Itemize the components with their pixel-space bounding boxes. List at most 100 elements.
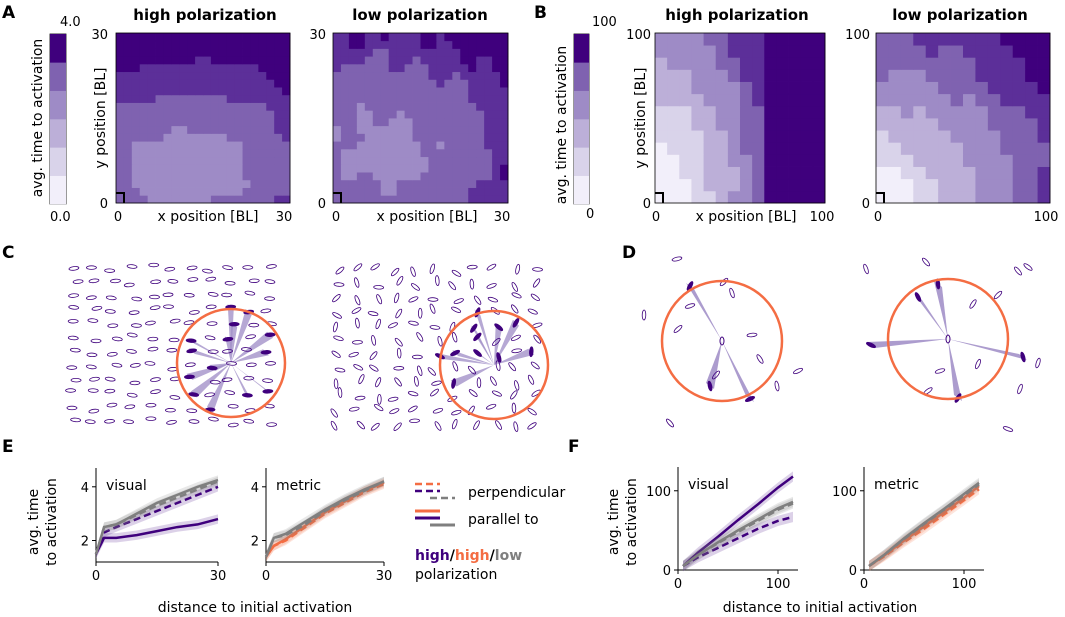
heatmap-cell (195, 40, 204, 49)
fish-agent (408, 296, 419, 303)
heatmap-cell (404, 195, 413, 204)
fish-agent (934, 368, 946, 374)
heatmap-cell (420, 156, 429, 165)
heatmap-cell (436, 187, 445, 196)
heatmap-cell (444, 94, 453, 103)
heatmap-cell (975, 166, 989, 180)
panel-f-ylabel-line1: avg. time (606, 489, 622, 555)
fish-agent (145, 320, 156, 326)
heatmap-cell (266, 94, 275, 103)
heatmap-cell (195, 118, 204, 127)
fish-agent (387, 322, 398, 329)
heatmap-cell (727, 118, 741, 131)
fish-agent (248, 278, 260, 283)
fish-agent (531, 389, 541, 397)
heatmap-cell (282, 40, 291, 49)
heatmap-cell (752, 166, 765, 180)
heatmap-cell (655, 154, 668, 167)
heatmap-cell (333, 133, 342, 142)
heatmap-cell (380, 110, 390, 119)
heatmap-cell (274, 79, 283, 88)
heatmap-cell (250, 87, 259, 96)
heatmap-cell (428, 187, 437, 196)
heatmap-cell (163, 187, 172, 196)
heatmap-cell (950, 118, 964, 131)
fish-agent (367, 311, 379, 317)
heatmap-cell (179, 71, 188, 80)
heatmap-cell (788, 118, 802, 131)
heatmap-cell (266, 63, 275, 73)
heatmap-cell (348, 56, 358, 65)
fish-agent (163, 304, 174, 309)
fish-agent (332, 321, 338, 333)
heatmap-cell (348, 195, 358, 204)
heatmap-cell (1012, 93, 1026, 107)
heatmap-cell (282, 48, 291, 57)
heatmap-cell (139, 71, 149, 80)
heatmap-cell (500, 195, 509, 204)
heatmap-cell (372, 79, 382, 88)
heatmap-cell (764, 190, 777, 204)
heatmap-cell (667, 81, 680, 95)
heatmap-cell (187, 71, 196, 80)
heatmap-cell (740, 45, 753, 58)
fish-agent (529, 346, 534, 358)
heatmap-cell (484, 79, 493, 88)
heatmap-cell (800, 69, 814, 82)
heatmap-cell (356, 40, 366, 49)
heatmap-cell (396, 87, 405, 96)
heatmap-cell (691, 166, 704, 180)
heatmap-cell (655, 93, 668, 107)
heatmap-cell (776, 190, 789, 204)
heatmap-cell (226, 118, 236, 127)
heatmap-cell (139, 87, 149, 96)
heatmap-cell (925, 166, 939, 180)
heatmap-cell (1012, 33, 1026, 46)
heatmap-cell (234, 125, 243, 134)
heatmap-cell (356, 172, 366, 181)
heatmap-cell (420, 94, 429, 103)
activation-ray (231, 331, 274, 363)
heatmap-cell (1037, 33, 1051, 46)
heatmap-b-high-xtick-right: 100 (810, 210, 835, 225)
heatmap-cell (356, 87, 366, 96)
fish-agent (387, 396, 399, 402)
fish-agent (452, 361, 459, 372)
fish-agent (88, 278, 100, 284)
heatmap-cell (187, 148, 196, 158)
heatmap-cell (727, 33, 741, 46)
heatmap-cell (116, 195, 125, 204)
heatmap-cell (116, 40, 125, 49)
heatmap-cell (691, 69, 704, 82)
heatmap-b-high-xtick-left: 0 (652, 210, 660, 225)
heatmap-cell (116, 48, 125, 57)
fish-agent (410, 266, 416, 277)
heatmap-cell (888, 142, 902, 155)
activation-ray (474, 309, 494, 365)
heatmap-cell (131, 195, 141, 204)
heatmap-cell (187, 87, 196, 96)
heatmap-b-high-title: high polarization (665, 6, 808, 24)
heatmap-cell (372, 71, 382, 80)
heatmap-cell (1012, 190, 1026, 204)
heatmap-cell (258, 102, 267, 111)
heatmap-cell (123, 133, 133, 142)
fish-agent (355, 317, 360, 329)
activation-ray (188, 337, 231, 363)
heatmap-cell (460, 172, 469, 181)
heatmap-cell (195, 164, 204, 173)
activation-ray (231, 321, 238, 363)
heatmap-cell (372, 110, 382, 119)
line-e-metric-xtick-label: 30 (376, 569, 393, 584)
fish-agent (352, 340, 363, 345)
heatmap-cell (380, 94, 390, 103)
heatmap-cell (171, 187, 180, 196)
heatmap-cell (372, 102, 382, 111)
heatmap-cell (131, 48, 141, 57)
heatmap-cell (282, 110, 291, 119)
heatmap-cell (1000, 166, 1014, 180)
heatmap-cell (492, 71, 501, 80)
